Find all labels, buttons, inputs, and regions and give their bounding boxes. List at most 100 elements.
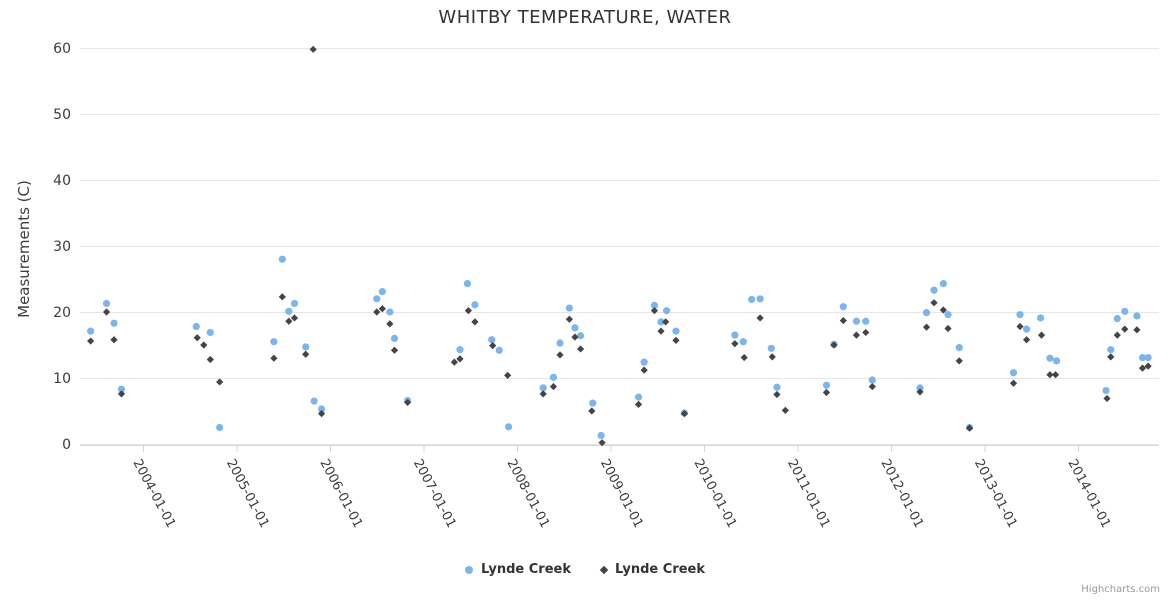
data-point[interactable] [1009, 379, 1018, 387]
data-point[interactable] [731, 340, 739, 348]
data-point[interactable] [663, 307, 671, 315]
data-point[interactable] [1052, 357, 1061, 365]
data-point[interactable] [206, 355, 214, 364]
data-point[interactable] [598, 439, 606, 447]
data-point[interactable] [930, 286, 938, 294]
data-point[interactable] [1144, 362, 1152, 370]
data-point[interactable] [463, 280, 472, 288]
data-point[interactable] [680, 410, 688, 418]
data-point[interactable] [862, 317, 870, 325]
data-point[interactable] [1102, 386, 1110, 395]
data-point[interactable] [495, 346, 503, 354]
data-point[interactable] [87, 337, 95, 345]
data-point[interactable] [576, 332, 585, 340]
data-point[interactable] [1037, 331, 1046, 339]
data-point[interactable] [110, 319, 118, 327]
data-point[interactable] [922, 323, 931, 331]
data-point[interactable] [390, 334, 399, 342]
data-point[interactable] [1138, 353, 1147, 362]
data-point[interactable] [87, 327, 95, 335]
data-point[interactable] [731, 331, 739, 339]
data-point[interactable] [504, 423, 513, 431]
data-point[interactable] [916, 388, 924, 396]
data-point[interactable] [1022, 336, 1031, 344]
data-point[interactable] [650, 307, 659, 315]
data-point[interactable] [939, 280, 947, 288]
data-point[interactable] [373, 295, 381, 303]
data-point[interactable] [822, 388, 831, 397]
data-point[interactable] [464, 307, 472, 315]
data-point[interactable] [773, 390, 781, 399]
data-point[interactable] [768, 353, 776, 361]
data-point[interactable] [1037, 314, 1045, 322]
data-point[interactable] [565, 304, 573, 312]
data-point[interactable] [216, 378, 224, 386]
data-point[interactable] [640, 366, 648, 374]
data-point[interactable] [589, 399, 597, 407]
legend-item-lynde-creek-2[interactable]: Lynde Creek [599, 562, 705, 577]
data-point[interactable] [471, 318, 479, 326]
data-point[interactable] [504, 371, 512, 379]
data-point[interactable] [662, 318, 670, 326]
data-point[interactable] [657, 327, 665, 335]
data-point[interactable] [955, 344, 963, 352]
data-point[interactable] [216, 423, 224, 432]
data-point[interactable] [944, 324, 952, 333]
data-point[interactable] [102, 299, 111, 308]
data-point[interactable] [309, 45, 317, 53]
data-point[interactable] [756, 314, 764, 322]
data-point[interactable] [117, 390, 126, 398]
data-point[interactable] [672, 327, 680, 335]
data-point[interactable] [965, 424, 974, 432]
data-point[interactable] [634, 393, 643, 401]
data-point[interactable] [102, 308, 111, 316]
data-point[interactable] [1113, 315, 1121, 323]
data-point[interactable] [285, 307, 293, 315]
data-point[interactable] [378, 287, 386, 296]
data-point[interactable] [556, 351, 564, 359]
data-point[interactable] [1051, 371, 1060, 379]
data-point[interactable] [640, 358, 648, 366]
data-point[interactable] [1133, 312, 1141, 320]
data-point[interactable] [278, 255, 286, 263]
data-point[interactable] [852, 317, 861, 325]
data-point[interactable] [539, 384, 547, 392]
data-point[interactable] [302, 343, 310, 351]
data-point[interactable] [456, 346, 464, 354]
data-point[interactable] [839, 303, 847, 311]
data-point[interactable] [1103, 394, 1111, 403]
data-point[interactable] [317, 405, 326, 413]
data-point[interactable] [767, 344, 775, 352]
data-point[interactable] [456, 355, 464, 363]
data-point[interactable] [930, 299, 938, 307]
data-point[interactable] [378, 305, 386, 313]
data-point[interactable] [748, 295, 756, 304]
data-point[interactable] [740, 353, 748, 362]
data-point[interactable] [539, 390, 547, 398]
data-point[interactable] [650, 301, 659, 309]
data-point[interactable] [588, 407, 596, 415]
data-point[interactable] [939, 306, 947, 314]
data-point[interactable] [1046, 371, 1054, 379]
data-point[interactable] [830, 341, 838, 349]
data-point[interactable] [839, 316, 847, 325]
highcharts-credits-link[interactable]: Highcharts.com [1081, 584, 1160, 595]
data-point[interactable] [657, 318, 665, 326]
data-point[interactable] [1144, 353, 1152, 362]
data-point[interactable] [822, 381, 831, 389]
data-point[interactable] [739, 338, 747, 346]
data-point[interactable] [390, 346, 399, 354]
data-point[interactable] [285, 317, 293, 325]
data-point[interactable] [450, 358, 458, 366]
data-point[interactable] [549, 373, 558, 381]
data-point[interactable] [471, 301, 479, 309]
data-point[interactable] [1107, 346, 1115, 354]
data-point[interactable] [317, 410, 326, 418]
data-point[interactable] [193, 334, 201, 342]
data-point[interactable] [1022, 325, 1031, 333]
data-point[interactable] [1113, 331, 1121, 339]
data-point[interactable] [1107, 353, 1115, 361]
data-point[interactable] [756, 295, 764, 303]
data-point[interactable] [117, 385, 126, 393]
data-point[interactable] [922, 309, 931, 317]
